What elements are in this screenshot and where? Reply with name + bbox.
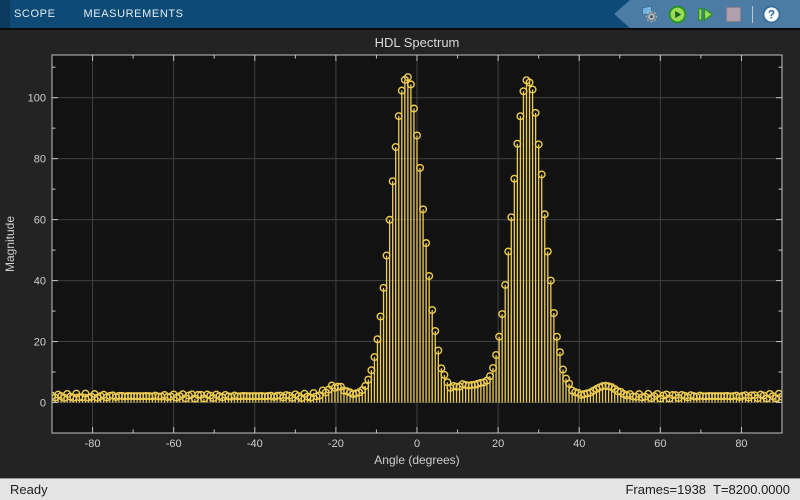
svg-text:-80: -80 bbox=[85, 438, 101, 450]
gear-with-flag-icon bbox=[642, 4, 657, 22]
help-icon: ? bbox=[762, 5, 781, 23]
status-message: Ready bbox=[10, 482, 48, 497]
svg-text:?: ? bbox=[768, 8, 775, 21]
simulation-controls-ribbon: ? bbox=[614, 0, 800, 28]
svg-text:20: 20 bbox=[492, 438, 504, 450]
x-axis-label: Angle (degrees) bbox=[374, 453, 460, 467]
simulation-settings-button[interactable] bbox=[640, 4, 659, 24]
svg-text:60: 60 bbox=[654, 438, 666, 450]
y-axis-label: Magnitude bbox=[3, 215, 17, 273]
ribbon-separator bbox=[752, 5, 753, 23]
svg-text:-60: -60 bbox=[166, 438, 182, 450]
svg-text:60: 60 bbox=[34, 215, 46, 227]
plot-title: HDL Spectrum bbox=[374, 35, 460, 50]
svg-text:0: 0 bbox=[40, 398, 46, 410]
tick-labels: -80 -60 -40 -20 0 20 40 60 80 0 20 40 60 80 100 bbox=[28, 93, 748, 450]
axes-box bbox=[51, 54, 783, 434]
plot-canvas[interactable]: -80 -60 -40 -20 0 20 40 60 80 0 20 40 60 80 100 bbox=[0, 30, 800, 478]
frames-time-readout: Frames=1938 T=8200.0000 bbox=[625, 482, 790, 497]
tab-scope[interactable]: SCOPE bbox=[14, 8, 56, 20]
toolbar-accent-strip bbox=[0, 0, 10, 28]
svg-text:0: 0 bbox=[414, 438, 420, 450]
svg-text:80: 80 bbox=[735, 438, 747, 450]
svg-text:-40: -40 bbox=[247, 438, 263, 450]
tab-measurements[interactable]: MEASUREMENTS bbox=[83, 8, 184, 20]
svg-text:-20: -20 bbox=[328, 438, 344, 450]
svg-text:40: 40 bbox=[573, 438, 585, 450]
stop-icon bbox=[726, 6, 741, 22]
step-forward-icon bbox=[698, 7, 714, 21]
stop-button[interactable] bbox=[724, 5, 743, 24]
ticks bbox=[51, 55, 783, 433]
figure-area: -80 -60 -40 -20 0 20 40 60 80 0 20 40 60 80 100 HDL Sp… bbox=[0, 30, 800, 478]
stem-series bbox=[52, 73, 782, 403]
svg-text:40: 40 bbox=[34, 276, 46, 288]
svg-text:20: 20 bbox=[34, 337, 46, 349]
play-icon bbox=[668, 5, 687, 23]
help-button[interactable]: ? bbox=[762, 5, 781, 24]
svg-text:100: 100 bbox=[28, 93, 46, 105]
toolbar: SCOPE MEASUREMENTS bbox=[0, 0, 800, 30]
svg-text:80: 80 bbox=[34, 154, 46, 166]
step-forward-button[interactable] bbox=[696, 5, 715, 24]
run-button[interactable] bbox=[668, 5, 687, 24]
status-bar: Ready Frames=1938 T=8200.0000 bbox=[0, 478, 800, 500]
